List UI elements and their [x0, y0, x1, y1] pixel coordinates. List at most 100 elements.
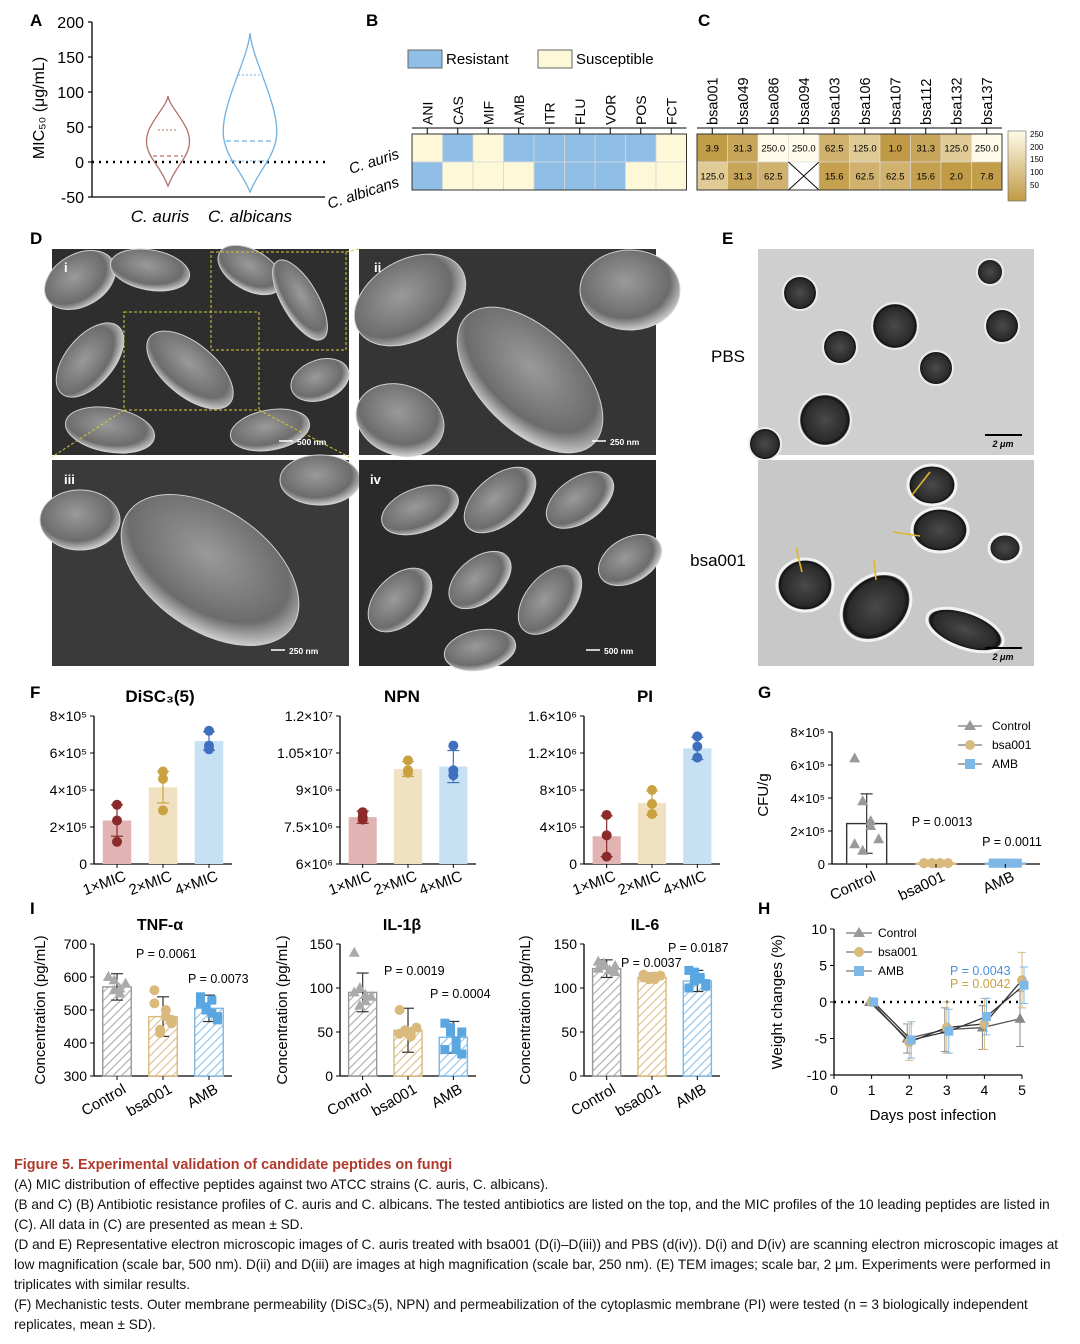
a-xlabel-auris: C. auris: [131, 207, 190, 226]
c-heatmap-cells: 3.9 31.3 250.0 250.0 62.5 125.0 1.0 31.3 125.0 25…: [696, 133, 1003, 191]
x-tick-label: 1×MIC: [570, 868, 618, 899]
c-peptide-label-bsa049: bsa049: [736, 77, 752, 125]
data-point: [457, 1049, 467, 1059]
sem-ii-scale: 250 nm: [610, 437, 640, 447]
tem-bsa001-scale: 2 μm: [992, 652, 1014, 662]
data-point: [354, 999, 366, 1010]
data-point: [158, 805, 168, 816]
data-point: [204, 725, 214, 736]
data-point: [592, 962, 604, 973]
panel-label-d: D: [30, 229, 42, 248]
y-tick-label: 0: [325, 1068, 333, 1084]
b-drug-label-amb: AMB: [511, 95, 527, 125]
i1-title: TNF-α: [137, 917, 183, 934]
figure-5: A B C D E F G H I 200 150 100 50 0 -50 M…: [30, 11, 1044, 1124]
c-cbar-250: 250: [1030, 130, 1044, 139]
data-point: [1012, 858, 1022, 868]
h-point: [906, 1035, 916, 1045]
y-tick-label: 8×10⁵: [790, 725, 825, 740]
g-legend: Control bsa001 AMB: [958, 719, 1032, 771]
bar-2: [683, 748, 712, 864]
x-tick-label: Control: [324, 1081, 374, 1120]
data-point: [647, 809, 657, 820]
chart-f2: 1.2×10⁷ 1.05×10⁷ 9×10⁶ 7.5×10⁶ 6×10⁶1×MIC2×M…: [277, 708, 476, 899]
y-tick-label: 2×10⁵: [50, 819, 87, 835]
h-legend-amb: AMB: [878, 964, 904, 978]
h-legend-control: Control: [878, 926, 917, 940]
data-point: [155, 1024, 166, 1035]
c-cell-value: 125.0: [944, 144, 968, 155]
y-tick-label: 4×10⁵: [50, 782, 87, 798]
data-point: [448, 740, 459, 751]
y-tick-label: 6×10⁵: [50, 745, 87, 761]
y-tick-label: 8×10⁵: [540, 782, 577, 798]
data-point: [647, 798, 657, 809]
c-cell-0-4: [818, 133, 850, 163]
c-cbar-150: 150: [1030, 155, 1044, 164]
bar-2: [682, 980, 713, 1077]
y-tick-label: 9×10⁶: [296, 782, 333, 798]
y-tick-label: 500: [64, 1002, 88, 1018]
i2-title: IL-1β: [383, 917, 421, 934]
g-pvalue-amb: P = 0.0011: [982, 835, 1042, 849]
x-tick-label: 1×MIC: [81, 868, 129, 899]
c-cell-1-6: [879, 161, 911, 191]
x-tick-label: 1×MIC: [326, 868, 374, 899]
b-cell-1-5: [564, 161, 596, 191]
a-ytick-200: 200: [57, 15, 84, 32]
data-point: [451, 1045, 461, 1055]
a-violin-albicans: [222, 32, 278, 194]
y-tick-label: 700: [64, 936, 88, 952]
c-cell-value: 31.3: [734, 144, 753, 155]
data-point: [357, 812, 368, 823]
i2-pvalue-amb: P = 0.0004: [430, 987, 491, 1001]
b-drug-label-mif: MIF: [480, 101, 496, 125]
data-point: [108, 974, 120, 985]
e-row-pbs: PBS: [711, 347, 745, 366]
data-point: [195, 992, 205, 1002]
a-ytick-100: 100: [57, 85, 84, 102]
data-point: [857, 844, 869, 855]
a-ytick-0: 0: [75, 155, 84, 172]
c-peptide-labels: bsa001 bsa049 bsa086 bsa094 bsa103 bsa106 bsa1…: [697, 77, 1002, 134]
c-cell-value: 31.3: [734, 172, 753, 183]
c-cbar-50: 50: [1030, 181, 1039, 190]
data-point: [348, 986, 360, 997]
panel-i-cytokine-charts: TNF-α IL-1β IL-6 Concentration (pg/mL) C…: [32, 917, 729, 1120]
y-tick-label: 400: [64, 1035, 88, 1051]
sem-image-iv: iv 500 nm: [359, 460, 662, 672]
data-point: [601, 830, 612, 841]
c-cell-value: 15.6: [825, 172, 844, 183]
x-tick-label: AMB: [673, 1081, 710, 1112]
data-point: [927, 858, 937, 869]
x-tick-label: 4×MIC: [173, 868, 221, 899]
data-point: [684, 965, 694, 975]
panel-letters: A B C D E F G H I: [30, 11, 771, 918]
h-point: [944, 1026, 954, 1036]
data-point: [149, 985, 160, 996]
h-x-tick-label: 5: [1018, 1082, 1026, 1098]
data-point: [457, 1027, 467, 1037]
a-xlabel-albicans: C. albicans: [208, 207, 293, 226]
panel-label-b: B: [366, 11, 378, 30]
b-legend-resistant-swatch: [407, 49, 443, 69]
data-point: [440, 1045, 450, 1055]
data-point: [692, 752, 703, 763]
data-point: [692, 741, 703, 752]
b-cell-0-5: [564, 133, 596, 163]
y-tick-label: 0: [569, 856, 577, 872]
c-cell-value: 250.0: [975, 144, 999, 155]
h-pvalue-amb: P = 0.0043: [950, 964, 1011, 978]
panel-label-f: F: [30, 683, 40, 702]
x-tick-label: bsa001: [896, 868, 948, 904]
sem-image-i: i 500 nm: [44, 244, 360, 458]
i3-title: IL-6: [631, 917, 660, 934]
h-ylabel: Weight changes (%): [769, 935, 786, 1070]
e-row-bsa001: bsa001: [690, 551, 746, 570]
g-pvalue-bsa001: P = 0.0013: [912, 815, 973, 829]
panel-label-a: A: [30, 11, 42, 30]
b-cell-0-0: [411, 133, 443, 163]
data-point: [857, 795, 869, 806]
data-point: [354, 982, 366, 992]
b-drug-label-fct: FCT: [663, 97, 679, 125]
